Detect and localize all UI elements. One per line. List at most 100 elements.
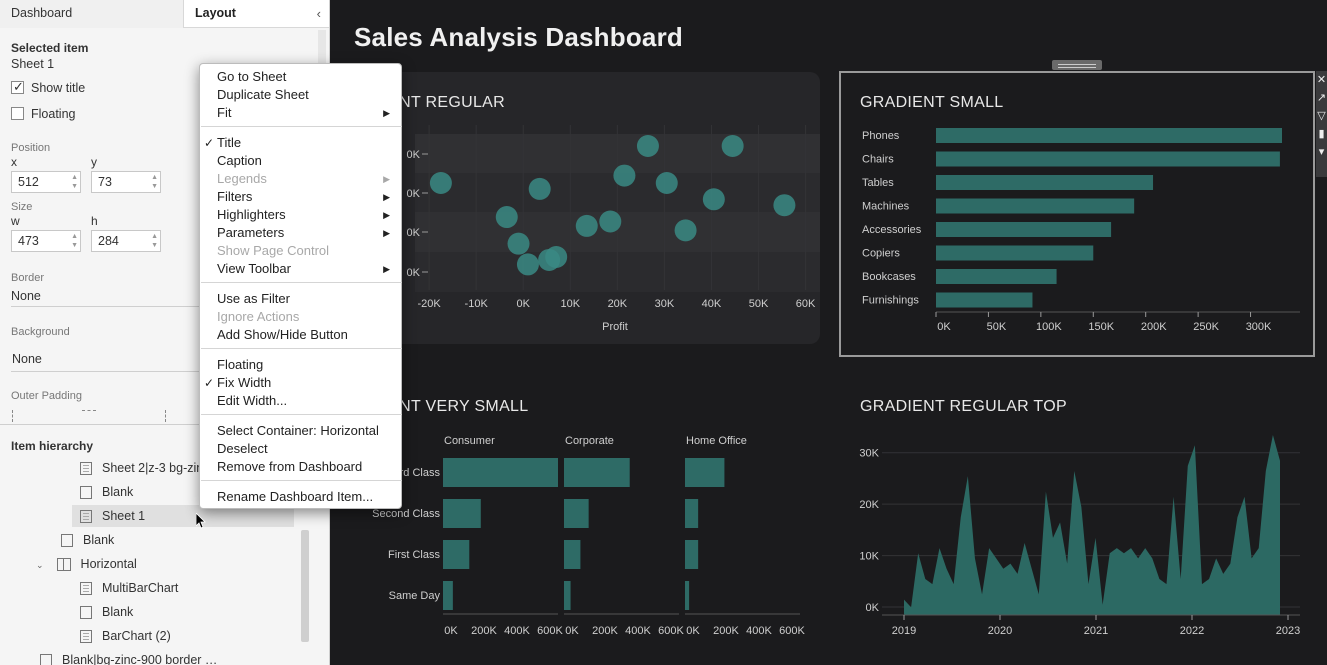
w-stepper-icon[interactable]: ▲ ▼ bbox=[71, 233, 78, 249]
padding-left-icon[interactable] bbox=[12, 410, 26, 422]
x-input[interactable]: 512 ▲ ▼ bbox=[11, 171, 81, 193]
more-options-icon[interactable]: ▾ bbox=[1318, 146, 1325, 158]
menu-item-use-as-filter[interactable]: Use as Filter bbox=[217, 291, 290, 306]
padding-right-icon[interactable] bbox=[152, 410, 166, 422]
border-underline bbox=[11, 306, 201, 307]
tree-item-blank[interactable]: Blank bbox=[80, 481, 295, 503]
menu-item-filters[interactable]: Filters ▶ bbox=[200, 188, 401, 206]
menu-item-deselect[interactable]: Deselect bbox=[217, 441, 268, 456]
x-tick-label: 0K bbox=[937, 321, 951, 333]
scatter-point bbox=[575, 214, 598, 237]
sheet-icon bbox=[80, 630, 92, 644]
x-tick-label: 0K bbox=[517, 298, 531, 310]
tab-dashboard[interactable]: Dashboard bbox=[0, 0, 184, 28]
tree-item-blank-bg[interactable]: Blank|bg-zinc-900 border … bbox=[40, 649, 300, 665]
tree-item-multibarchart[interactable]: MultiBarChart bbox=[80, 577, 295, 599]
menu-item-remove-from-dashboard[interactable]: Remove from Dashboard bbox=[217, 459, 363, 474]
menu-item-select-container[interactable]: Select Container: Horizontal bbox=[217, 423, 379, 438]
menu-item-view-toolbar[interactable]: View Toolbar ▶ bbox=[200, 260, 401, 278]
h-stepper-icon[interactable]: ▲ ▼ bbox=[151, 233, 158, 249]
tab-layout[interactable]: Layout bbox=[195, 6, 236, 20]
bar bbox=[564, 540, 581, 569]
menu-separator bbox=[201, 348, 402, 349]
tree-item-blank[interactable]: Blank bbox=[80, 601, 295, 623]
menu-item-parameters[interactable]: Parameters ▶ bbox=[200, 224, 401, 242]
menu-item-fix-width[interactable]: ✓ Fix Width bbox=[200, 374, 401, 392]
tree-item-sheet2[interactable]: Sheet 2|z-3 bg-zinc-… bbox=[80, 457, 295, 479]
x-tick-label: 600K bbox=[537, 625, 563, 637]
menu-item-rename[interactable]: Rename Dashboard Item... bbox=[217, 489, 374, 504]
blank-icon bbox=[40, 654, 52, 665]
tree-item-label: Horizontal bbox=[80, 557, 137, 571]
filter-icon[interactable]: ▽ bbox=[1317, 110, 1326, 122]
x-stepper-icon[interactable]: ▲ ▼ bbox=[71, 174, 78, 190]
selected-item-heading: Selected item bbox=[11, 41, 89, 55]
show-title-checkbox[interactable] bbox=[11, 79, 24, 95]
padding-top-icon[interactable] bbox=[82, 410, 96, 422]
tree-item-barchart2[interactable]: BarChart (2) bbox=[80, 625, 295, 647]
sheet-icon bbox=[80, 510, 92, 524]
menu-item-caption[interactable]: Caption bbox=[217, 153, 262, 168]
border-select[interactable]: None bbox=[11, 289, 41, 303]
category-label: Same Day bbox=[389, 590, 441, 602]
bar bbox=[936, 292, 1033, 308]
y-stepper-icon[interactable]: ▲ ▼ bbox=[151, 174, 158, 190]
tree-item-blank[interactable]: Blank bbox=[61, 529, 291, 551]
menu-item-title[interactable]: ✓ Title bbox=[200, 134, 401, 152]
tree-item-label: Blank bbox=[102, 605, 134, 619]
go-to-sheet-icon[interactable]: ↗ bbox=[1316, 92, 1327, 104]
category-bar-chart[interactable]: Phones Chairs Tables Machines Accessories Cop… bbox=[842, 118, 1312, 343]
hierarchy-scrollbar[interactable] bbox=[301, 530, 309, 642]
section-divider bbox=[0, 424, 329, 425]
close-icon[interactable]: ✕ bbox=[1316, 74, 1327, 86]
chevron-down-icon[interactable]: ⌄ bbox=[36, 560, 44, 570]
background-select[interactable]: None bbox=[12, 352, 42, 366]
x-tick-label: 400K bbox=[625, 625, 651, 637]
menu-item-label: View Toolbar bbox=[217, 261, 291, 276]
dashboard-title: Sales Analysis Dashboard bbox=[354, 22, 683, 52]
category-label: Chairs bbox=[862, 154, 894, 166]
x-tick-label: 100K bbox=[1036, 321, 1062, 333]
menu-separator bbox=[201, 282, 402, 283]
w-value: 473 bbox=[18, 234, 39, 248]
x-tick-label: 60K bbox=[796, 298, 816, 310]
bar bbox=[564, 499, 589, 528]
tree-item-label: Blank|bg-zinc-900 border … bbox=[62, 653, 218, 665]
scatter-chart[interactable]: 0K 0K 0K 0K -20K -10K 0K 10K 20K 30K 40K 50K 60K Prof… bbox=[330, 110, 820, 340]
tree-item-sheet1[interactable]: Sheet 1 bbox=[72, 505, 294, 527]
floating-checkbox[interactable] bbox=[11, 107, 24, 120]
bar bbox=[564, 581, 571, 610]
x-tick-label: 2021 bbox=[1084, 625, 1108, 637]
x-tick-label: 600K bbox=[658, 625, 684, 637]
bar bbox=[936, 128, 1282, 143]
h-input[interactable]: 284 ▲ ▼ bbox=[91, 230, 161, 252]
menu-item-label: Title bbox=[217, 135, 242, 150]
menu-item-edit-width[interactable]: Edit Width... bbox=[217, 393, 288, 408]
menu-item-floating[interactable]: Floating bbox=[217, 357, 264, 372]
menu-item-fit[interactable]: Fit ▶ bbox=[200, 104, 401, 122]
menu-item-duplicate-sheet[interactable]: Duplicate Sheet bbox=[217, 87, 309, 102]
scatter-point bbox=[516, 253, 539, 276]
y-input[interactable]: 73 ▲ ▼ bbox=[91, 171, 161, 193]
collapse-panel-icon[interactable]: ‹ bbox=[316, 6, 321, 21]
move-handle[interactable] bbox=[1052, 60, 1102, 70]
item-hierarchy-heading: Item hierarchy bbox=[11, 439, 94, 453]
tree-item-horizontal[interactable]: ⌄ Horizontal bbox=[36, 553, 291, 575]
tree-item-label: BarChart (2) bbox=[102, 629, 171, 643]
menu-item-highlighters[interactable]: Highlighters ▶ bbox=[200, 206, 401, 224]
ship-mode-bar-chart[interactable]: Consumer 0K 200K 400K 600K Corporate 0K 200K 400… bbox=[330, 425, 820, 645]
panel-scrollbar[interactable] bbox=[318, 30, 326, 70]
selected-zone-outline[interactable] bbox=[839, 71, 1315, 357]
timeline-area-chart[interactable]: 0K 10K 20K 30K 2019 2020 2021 2022 2023 bbox=[842, 430, 1312, 645]
menu-item-add-show-hide-button[interactable]: Add Show/Hide Button bbox=[217, 327, 348, 342]
x-tick-label: 250K bbox=[1193, 321, 1219, 333]
background-label: Background bbox=[11, 326, 70, 338]
bar bbox=[443, 458, 558, 487]
y-tick-label: 0K bbox=[407, 227, 421, 239]
menu-item-go-to-sheet[interactable]: Go to Sheet bbox=[217, 69, 287, 84]
x-tick-label: 200K bbox=[713, 625, 739, 637]
x-tick-label: 40K bbox=[702, 298, 722, 310]
pin-icon[interactable]: ▮ bbox=[1318, 128, 1325, 140]
w-input[interactable]: 473 ▲ ▼ bbox=[11, 230, 81, 252]
